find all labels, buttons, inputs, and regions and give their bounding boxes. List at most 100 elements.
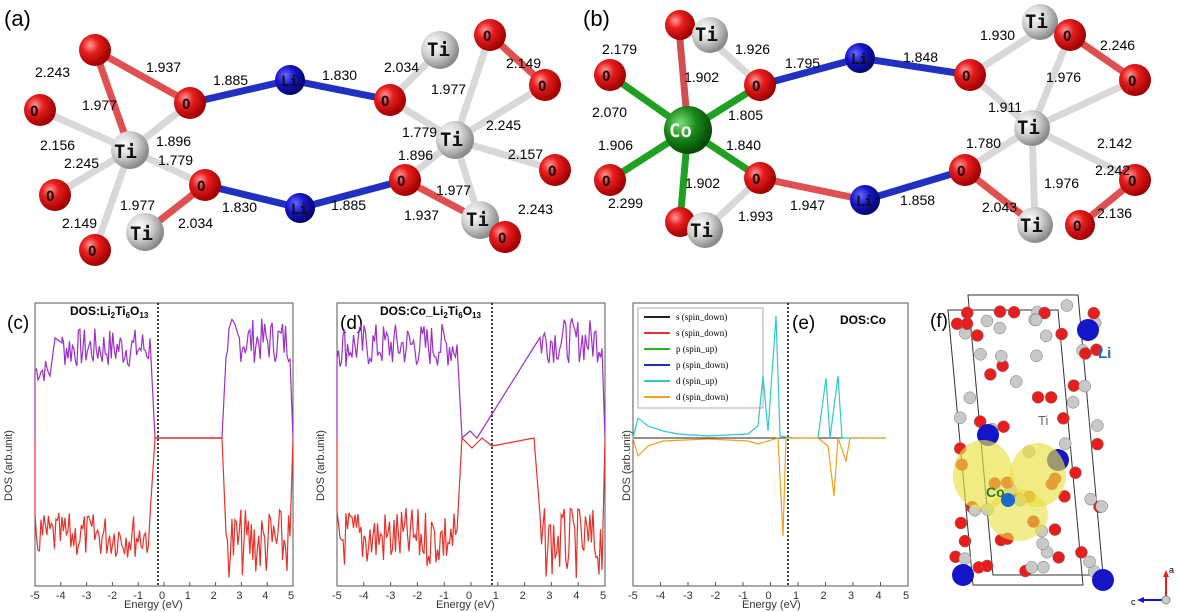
atom-label-o: O	[483, 29, 491, 45]
atom-label-o: O	[197, 179, 205, 195]
x-tick-label: -3	[82, 590, 92, 602]
crystal-atom	[993, 321, 1006, 335]
bond-length: 1.830	[322, 67, 357, 83]
crystal-atom	[963, 391, 977, 405]
y-axis-label: DOS (arb.unit)	[621, 430, 633, 501]
bond-length: 1.976	[1046, 69, 1081, 85]
atom-label-o: O	[602, 174, 610, 190]
bond-length: 2.149	[506, 55, 541, 71]
crystal-atom	[1031, 391, 1045, 404]
crystal-atom	[1075, 546, 1088, 559]
bond-length: 2.156	[40, 137, 75, 153]
bond-length: 1.780	[966, 135, 1001, 151]
crystal-atom	[1067, 379, 1081, 392]
x-tick-label: -2	[412, 590, 422, 602]
atom-label-o: O	[1073, 219, 1081, 235]
atom-label-ti: Ti	[427, 39, 450, 61]
x-tick-label: -4	[656, 590, 666, 602]
atom-label-o: O	[752, 79, 760, 95]
crystal-atom	[1007, 306, 1021, 319]
atom-label-o: O	[182, 97, 190, 113]
crystal-atom	[1084, 492, 1097, 506]
bond-length: 1.947	[790, 197, 825, 213]
crystal-atom	[1091, 437, 1104, 451]
crystal-atom	[993, 305, 1007, 318]
crystal-atom	[960, 306, 974, 320]
x-tick-label: 0	[766, 590, 772, 602]
bond-length: 1.977	[82, 97, 117, 113]
bond-length: 2.242	[1095, 162, 1130, 178]
atom-label-ti: Ti	[1020, 215, 1043, 237]
x-axis-label: Energy (eV)	[124, 599, 183, 611]
atom-label-o: O	[46, 189, 54, 205]
x-tick-label: 4	[262, 590, 268, 602]
x-tick-label: -5	[30, 590, 40, 602]
crystal-atom	[1087, 306, 1101, 320]
bond-length: 2.034	[178, 215, 213, 231]
x-tick-label: 5	[288, 590, 294, 602]
atom-label-ti: Ti	[695, 24, 718, 46]
crystal-atom	[1069, 466, 1082, 480]
atom-label-ti: Ti	[130, 223, 153, 245]
bond-length: 1.795	[785, 55, 820, 71]
dos-title-c: DOS:Li2Ti6O13	[70, 304, 149, 320]
x-tick-label: -1	[133, 590, 143, 602]
legend-entry: s (spin_down)	[676, 328, 727, 338]
bond-length: 1.977	[431, 81, 466, 97]
atom-label-ti: Ti	[466, 209, 489, 231]
bond-length: 2.245	[64, 155, 99, 171]
crystal-atom	[1057, 412, 1070, 425]
atom-label-o: O	[88, 244, 96, 260]
x-tick-label: 5	[600, 590, 606, 602]
atom-label-li: Li	[856, 194, 873, 210]
atom-label-co: Co	[986, 484, 1005, 500]
bond-length: 1.937	[146, 59, 181, 75]
crystal-atom	[1066, 396, 1080, 409]
crystal-atom	[984, 368, 997, 381]
x-tick-label: 3	[236, 590, 242, 602]
crystal-atom	[1078, 379, 1091, 393]
bond-length: 1.977	[436, 182, 471, 198]
crystal-atom	[958, 552, 972, 565]
dos-plot-c: DOS (arb.unit) Energy (eV) (c) DOS:Li2Ti…	[3, 302, 294, 611]
atom-label-o: O	[30, 104, 38, 120]
bond-length: 2.246	[1100, 37, 1135, 53]
x-tick-label: -3	[683, 590, 693, 602]
crystal-atom	[1091, 419, 1104, 432]
bond-length: 2.043	[982, 199, 1017, 215]
crystal-atom	[994, 349, 1008, 363]
legend-entry: d (spin_up)	[676, 376, 717, 386]
y-axis-label: DOS (arb.unit)	[315, 430, 327, 501]
x-tick-label: 5	[903, 590, 909, 602]
bond-length: 2.142	[1097, 135, 1132, 151]
x-tick-label: 1	[493, 590, 499, 602]
panel-label-c: (c)	[7, 313, 29, 334]
atom-label-o: O	[498, 231, 506, 247]
crystal-atom	[974, 347, 987, 361]
x-tick-label: 4	[573, 590, 579, 602]
crystal-atom	[980, 314, 994, 328]
atom-label-ti: Ti	[690, 220, 713, 242]
bond-length: 1.779	[402, 124, 437, 140]
atom-label-o: O	[957, 164, 965, 180]
atom-label-co: Co	[669, 120, 692, 142]
bond-length: 2.034	[384, 59, 419, 75]
x-tick-label: 2	[211, 590, 217, 602]
panel-label-b: (b)	[583, 6, 610, 31]
crystal-atom	[1039, 329, 1053, 343]
atom-label-ti: Ti	[440, 129, 463, 151]
crystal-atom	[1095, 500, 1108, 513]
x-tick-label: -4	[56, 590, 66, 602]
x-tick-label: 2	[520, 590, 526, 602]
structure-b: Ti Ti Ti Ti Ti Co Li Li O O O O O O O O …	[592, 4, 1151, 248]
x-tick-label: -2	[107, 590, 117, 602]
legend-entry: p (spin_up)	[676, 344, 717, 354]
bond-length: 2.299	[608, 195, 643, 211]
bond-length: 2.157	[508, 146, 543, 162]
atom-label-li: Li	[1098, 345, 1111, 362]
panel-label-a: (a)	[4, 6, 31, 31]
x-tick-label: 3	[848, 590, 854, 602]
bond-length: 1.830	[222, 199, 257, 215]
bond-length: 1.840	[726, 137, 761, 153]
crystal-atom	[1036, 537, 1049, 550]
